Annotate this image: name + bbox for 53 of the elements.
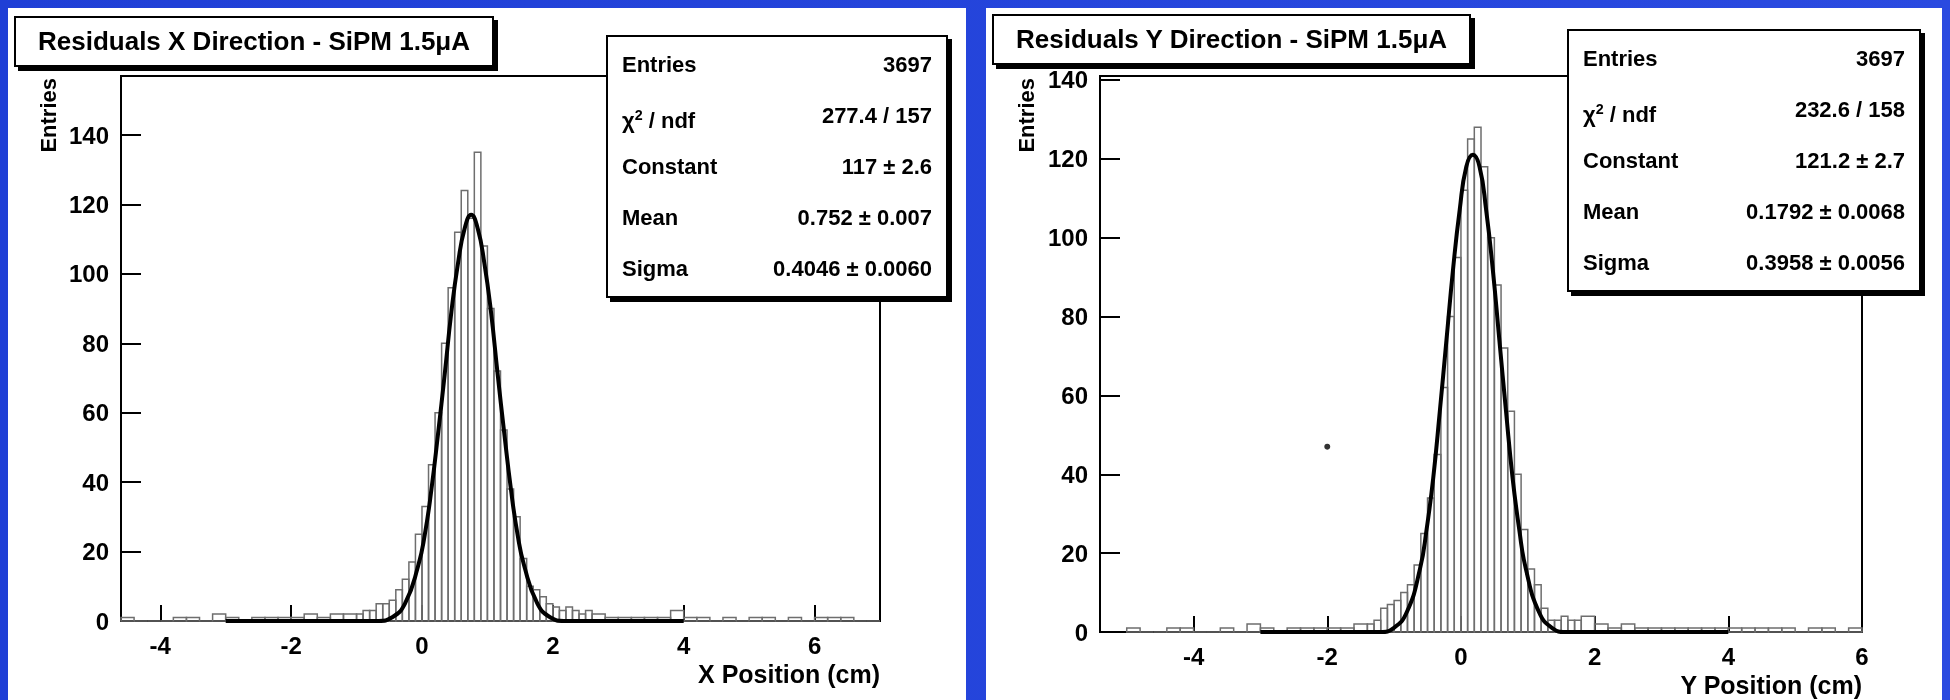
annotation: Sigma [622, 255, 690, 283]
y-tick-label: 20 [1061, 539, 1088, 567]
chart-title: Residuals Y Direction - SiPM 1.5μA [992, 14, 1472, 65]
annotation: 121.2 ± 2.7 [1794, 147, 1905, 175]
y-tick-label: 140 [68, 121, 109, 149]
x-tick-label: 6 [807, 631, 822, 659]
annotation: Mean [1583, 198, 1641, 226]
y-tick-label: 120 [68, 190, 109, 218]
annotation: Sigma [1583, 249, 1651, 277]
y-tick-label: 120 [1047, 145, 1088, 173]
annotation: 0.1792 ± 0.0068 [1745, 198, 1905, 226]
x-tick-label: 4 [1721, 642, 1736, 670]
y-tick-label: 80 [82, 329, 109, 357]
text: 3697 [882, 51, 932, 79]
y-tick-label: 80 [1061, 303, 1088, 331]
y-axis-title: Entries [1014, 78, 1040, 153]
x-tick-label: 0 [415, 631, 429, 659]
annotation: Constant [622, 153, 719, 181]
x-tick-label: -2 [1316, 642, 1338, 670]
x-tick-label: 2 [1587, 642, 1602, 670]
x-tick-label: 2 [546, 631, 560, 659]
y-tick-label: 60 [82, 399, 109, 427]
x-tick-label: -4 [149, 631, 172, 659]
annotation: 277.4 / 157 [820, 102, 932, 130]
y-tick-label: 40 [82, 468, 109, 496]
annotation: 232.6 / 158 [1793, 96, 1905, 124]
x-axis-title: Y Position (cm) [1680, 670, 1862, 699]
y-tick-label: 20 [82, 538, 109, 566]
annotation: 0.752 ± 0.007 [796, 204, 932, 232]
annotation: 0.3958 ± 0.0056 [1745, 249, 1905, 277]
annotation: Mean [622, 204, 680, 232]
y-tick-label: 100 [1047, 224, 1088, 252]
annotation: 0.4046 ± 0.0060 [772, 255, 932, 283]
y-tick-label: 60 [1061, 381, 1088, 409]
annotation: 117 ± 2.6 [840, 153, 932, 181]
y-axis-title: Entries [36, 78, 62, 153]
annotation: χ$^{2}$ / ndf [622, 106, 697, 136]
x-tick-label: 6 [1855, 642, 1869, 670]
x-tick-label: -4 [1182, 642, 1205, 670]
annotation: Entries [622, 51, 698, 79]
text: Entries [1583, 45, 1659, 73]
text: 3697 [1855, 45, 1905, 73]
x-tick-label: -2 [280, 631, 302, 659]
annotation: χ$^{2}$ / ndf [1583, 100, 1658, 130]
y-tick-label: 40 [1061, 460, 1088, 488]
x-tick-label: 4 [677, 631, 692, 659]
annotation: Constant [1583, 147, 1680, 175]
chart-title: Residuals X Direction - SiPM 1.5μA [14, 16, 495, 67]
x-axis-title: X Position (cm) [698, 659, 880, 688]
y-tick-label: 100 [68, 260, 109, 288]
y-tick-label: 0 [95, 607, 109, 635]
x-tick-label: 0 [1454, 642, 1468, 670]
y-tick-label: 140 [1047, 66, 1088, 94]
